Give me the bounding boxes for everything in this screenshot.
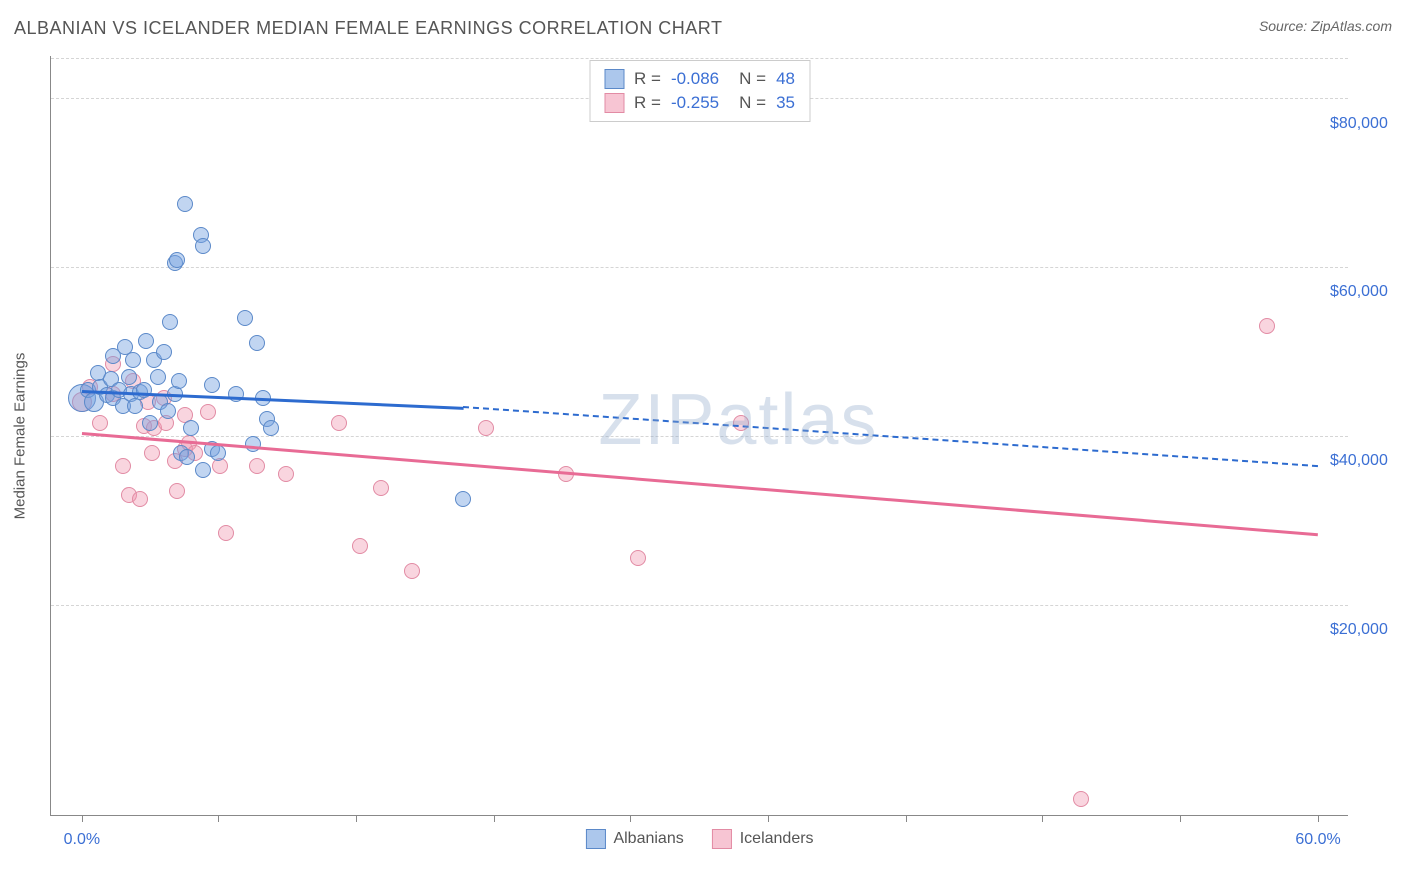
scatter-point	[179, 449, 195, 465]
x-tick-label: 0.0%	[64, 831, 100, 849]
scatter-point	[195, 238, 211, 254]
scatter-point	[1259, 318, 1275, 334]
scatter-point	[115, 458, 131, 474]
x-tick	[82, 815, 83, 822]
scatter-point	[195, 462, 211, 478]
scatter-point	[455, 491, 471, 507]
x-tick	[1042, 815, 1043, 822]
plot-area: ZIPatlas R = -0.086N = 48R = -0.255N = 3…	[50, 56, 1348, 816]
legend-swatch	[712, 829, 732, 849]
scatter-point	[404, 563, 420, 579]
legend-series-item: Albanians	[585, 829, 683, 849]
gridline	[51, 605, 1348, 606]
x-tick	[494, 815, 495, 822]
scatter-point	[352, 538, 368, 554]
scatter-point	[132, 491, 148, 507]
legend-stats-row: R = -0.086N = 48	[604, 67, 795, 91]
legend-series-item: Icelanders	[712, 829, 814, 849]
scatter-point	[121, 369, 137, 385]
scatter-point	[204, 377, 220, 393]
scatter-point	[245, 436, 261, 452]
scatter-point	[125, 352, 141, 368]
scatter-point	[630, 550, 646, 566]
scatter-point	[127, 398, 143, 414]
y-tick-label: $20,000	[1330, 621, 1400, 639]
gridline	[51, 267, 1348, 268]
legend-series: Albanians Icelanders	[585, 829, 813, 849]
scatter-point	[200, 404, 216, 420]
legend-series-label: Albanians	[613, 830, 683, 848]
scatter-point	[1073, 791, 1089, 807]
legend-swatch	[604, 93, 624, 113]
scatter-point	[177, 196, 193, 212]
scatter-point	[138, 333, 154, 349]
y-tick-label: $80,000	[1330, 115, 1400, 133]
legend-swatch	[585, 829, 605, 849]
x-tick	[356, 815, 357, 822]
x-tick	[768, 815, 769, 822]
scatter-point	[142, 415, 158, 431]
x-tick-label: 60.0%	[1295, 831, 1340, 849]
scatter-point	[249, 458, 265, 474]
legend-stats-row: R = -0.255N = 35	[604, 91, 795, 115]
scatter-point	[171, 373, 187, 389]
x-tick	[906, 815, 907, 822]
x-tick	[1318, 815, 1319, 822]
scatter-point	[263, 420, 279, 436]
scatter-point	[237, 310, 253, 326]
gridline	[51, 58, 1348, 59]
scatter-point	[156, 344, 172, 360]
scatter-point	[278, 466, 294, 482]
scatter-point	[162, 314, 178, 330]
chart-title: ALBANIAN VS ICELANDER MEDIAN FEMALE EARN…	[14, 18, 722, 39]
legend-swatch	[604, 69, 624, 89]
scatter-point	[169, 252, 185, 268]
scatter-point	[92, 415, 108, 431]
legend-stats: R = -0.086N = 48R = -0.255N = 35	[589, 60, 810, 122]
scatter-point	[210, 445, 226, 461]
y-tick-label: $60,000	[1330, 283, 1400, 301]
scatter-point	[183, 420, 199, 436]
scatter-point	[160, 403, 176, 419]
source-label: Source: ZipAtlas.com	[1259, 18, 1392, 34]
scatter-point	[733, 415, 749, 431]
gridline	[51, 436, 1348, 437]
scatter-point	[478, 420, 494, 436]
scatter-point	[218, 525, 234, 541]
scatter-point	[249, 335, 265, 351]
legend-series-label: Icelanders	[740, 830, 814, 848]
x-tick	[1180, 815, 1181, 822]
scatter-point	[331, 415, 347, 431]
scatter-point	[150, 369, 166, 385]
scatter-point	[169, 483, 185, 499]
y-tick-label: $40,000	[1330, 452, 1400, 470]
y-axis-label: Median Female Earnings	[12, 353, 29, 520]
trend-line	[82, 432, 1318, 536]
x-tick	[218, 815, 219, 822]
x-tick	[630, 815, 631, 822]
scatter-point	[373, 480, 389, 496]
scatter-point	[144, 445, 160, 461]
